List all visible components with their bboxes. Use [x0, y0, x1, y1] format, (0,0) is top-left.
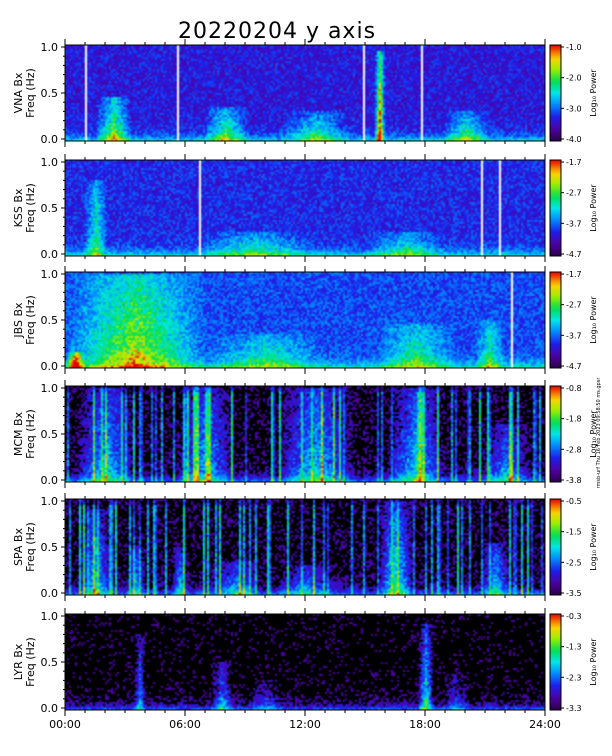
x-tick-label: 24:00: [529, 718, 561, 731]
y-axis-label-freq: Freq (Hz): [24, 183, 37, 233]
spectrogram-image: [65, 386, 545, 482]
y-tick-label: 0.5: [41, 541, 59, 554]
colorbar: [549, 271, 562, 369]
y-tick-label: 1.0: [41, 41, 59, 54]
colorbar: [549, 385, 562, 483]
y-axis-label-station: JBS Bx: [12, 302, 25, 339]
colorbar: [549, 159, 562, 257]
colorbar-tick-label: -0.5: [566, 497, 582, 506]
y-tick-label: 0.0: [41, 248, 59, 261]
colorbar-tick-label: -2.7: [566, 189, 582, 198]
y-tick-label: 0.0: [41, 133, 59, 146]
colorbar-tick-label: -3.8: [566, 476, 582, 485]
y-tick-label: 1.0: [41, 382, 59, 395]
colorbar-tick-label: -4.0: [566, 135, 582, 144]
colorbar-tick-label: -2.3: [566, 673, 582, 682]
y-axis-label-station: KSS Bx: [12, 188, 25, 227]
colorbar-label: Log₁₀ Power: [589, 69, 598, 117]
y-axis-label-freq: Freq (Hz): [24, 522, 37, 572]
colorbar-label: Log₁₀ Power: [589, 638, 598, 686]
panel-lyr: 0.0 0.5 1.0 LYR Bx Freq (Hz) -0.3 -1.3 -2.3 -3.3…: [12, 608, 598, 716]
y-tick-label: 0.5: [41, 314, 59, 327]
colorbar-tick-label: -1.7: [566, 158, 582, 167]
spectrogram-image: [65, 272, 545, 368]
side-note: rmsb-urf Thu 16 Feb 2023 09:58:50 ms.gps…: [596, 377, 602, 489]
colorbar-tick-label: -0.3: [566, 612, 582, 621]
panel-jbs: 0.0 0.5 1.0 JBS Bx Freq (Hz) -1.7 -2.7 -3.7 -4.7…: [12, 266, 598, 374]
colorbar-tick-label: -3.7: [566, 331, 582, 340]
y-tick-label: 0.5: [41, 656, 59, 669]
colorbar-label: Log₁₀ Power: [589, 184, 598, 232]
colorbar-tick-label: -0.8: [566, 384, 582, 393]
spectrogram-image: [65, 45, 545, 141]
y-tick-label: 1.0: [41, 156, 59, 169]
colorbar-tick-label: -4.7: [566, 250, 582, 259]
colorbar-tick-label: -2.5: [566, 558, 582, 567]
colorbar-tick-label: -2.7: [566, 301, 582, 310]
x-tick-label: 00:00: [49, 718, 81, 731]
y-axis-label-station: VNA Bx: [12, 72, 25, 113]
y-tick-label: 0.0: [41, 360, 59, 373]
y-axis-label-freq: Freq (Hz): [24, 295, 37, 345]
colorbar-tick-label: -3.7: [566, 219, 582, 228]
colorbar-tick-label: -3.3: [566, 704, 582, 713]
y-tick-label: 1.0: [41, 268, 59, 281]
panel-vna: 0.0 0.5 1.0 VNA Bx Freq (Hz) -1.0 -2.0 -3.0 -4.0…: [12, 39, 598, 147]
y-tick-label: 0.5: [41, 87, 59, 100]
panel-kss: 0.0 0.5 1.0 KSS Bx Freq (Hz) -1.7 -2.7 -3.7 -4.7…: [12, 154, 598, 262]
spectrogram-image: [65, 614, 545, 710]
panel-mcm: 0.0 0.5 1.0 MCM Bx Freq (Hz) -0.8 -1.8 -2.8 -3.8…: [12, 380, 598, 488]
y-axis-label-freq: Freq (Hz): [24, 637, 37, 687]
colorbar: [549, 613, 562, 711]
y-tick-label: 1.0: [41, 610, 59, 623]
colorbar-label: Log₁₀ Power: [589, 296, 598, 344]
spectrogram-image: [65, 160, 545, 256]
colorbar-tick-label: -1.7: [566, 270, 582, 279]
y-tick-label: 0.0: [41, 702, 59, 715]
colorbar-label: Log₁₀ Power: [589, 410, 598, 458]
colorbar: [549, 498, 562, 596]
y-tick-label: 1.0: [41, 495, 59, 508]
y-tick-label: 0.0: [41, 587, 59, 600]
y-tick-label: 0.0: [41, 474, 59, 487]
colorbar-tick-label: -1.0: [566, 43, 582, 52]
colorbar: [549, 44, 562, 142]
colorbar-tick-label: -2.8: [566, 445, 582, 454]
y-tick-label: 0.5: [41, 428, 59, 441]
spectrogram-image: [65, 499, 545, 595]
y-axis-label-station: LYR Bx: [12, 643, 25, 680]
colorbar-label: Log₁₀ Power: [589, 523, 598, 571]
y-axis-label-station: SPA Bx: [12, 528, 25, 566]
y-axis-label-freq: Freq (Hz): [24, 409, 37, 459]
x-tick-label: 06:00: [169, 718, 201, 731]
colorbar-tick-label: -3.5: [566, 589, 582, 598]
x-tick-label: 12:00: [289, 718, 321, 731]
colorbar-tick-label: -1.5: [566, 528, 582, 537]
y-axis-label-station: MCM Bx: [12, 411, 25, 456]
colorbar-tick-label: -1.8: [566, 415, 582, 424]
y-axis-label-freq: Freq (Hz): [24, 68, 37, 118]
colorbar-tick-label: -2.0: [566, 74, 582, 83]
colorbar-tick-label: -4.7: [566, 362, 582, 371]
colorbar-tick-label: -3.0: [566, 104, 582, 113]
chart-title: 20220204 y axis: [178, 19, 376, 44]
y-tick-label: 0.5: [41, 202, 59, 215]
colorbar-tick-label: -1.3: [566, 643, 582, 652]
x-tick-label: 18:00: [409, 718, 441, 731]
panel-spa: 0.0 0.5 1.0 SPA Bx Freq (Hz) -0.5 -1.5 -2.5 -3.5…: [12, 493, 598, 601]
